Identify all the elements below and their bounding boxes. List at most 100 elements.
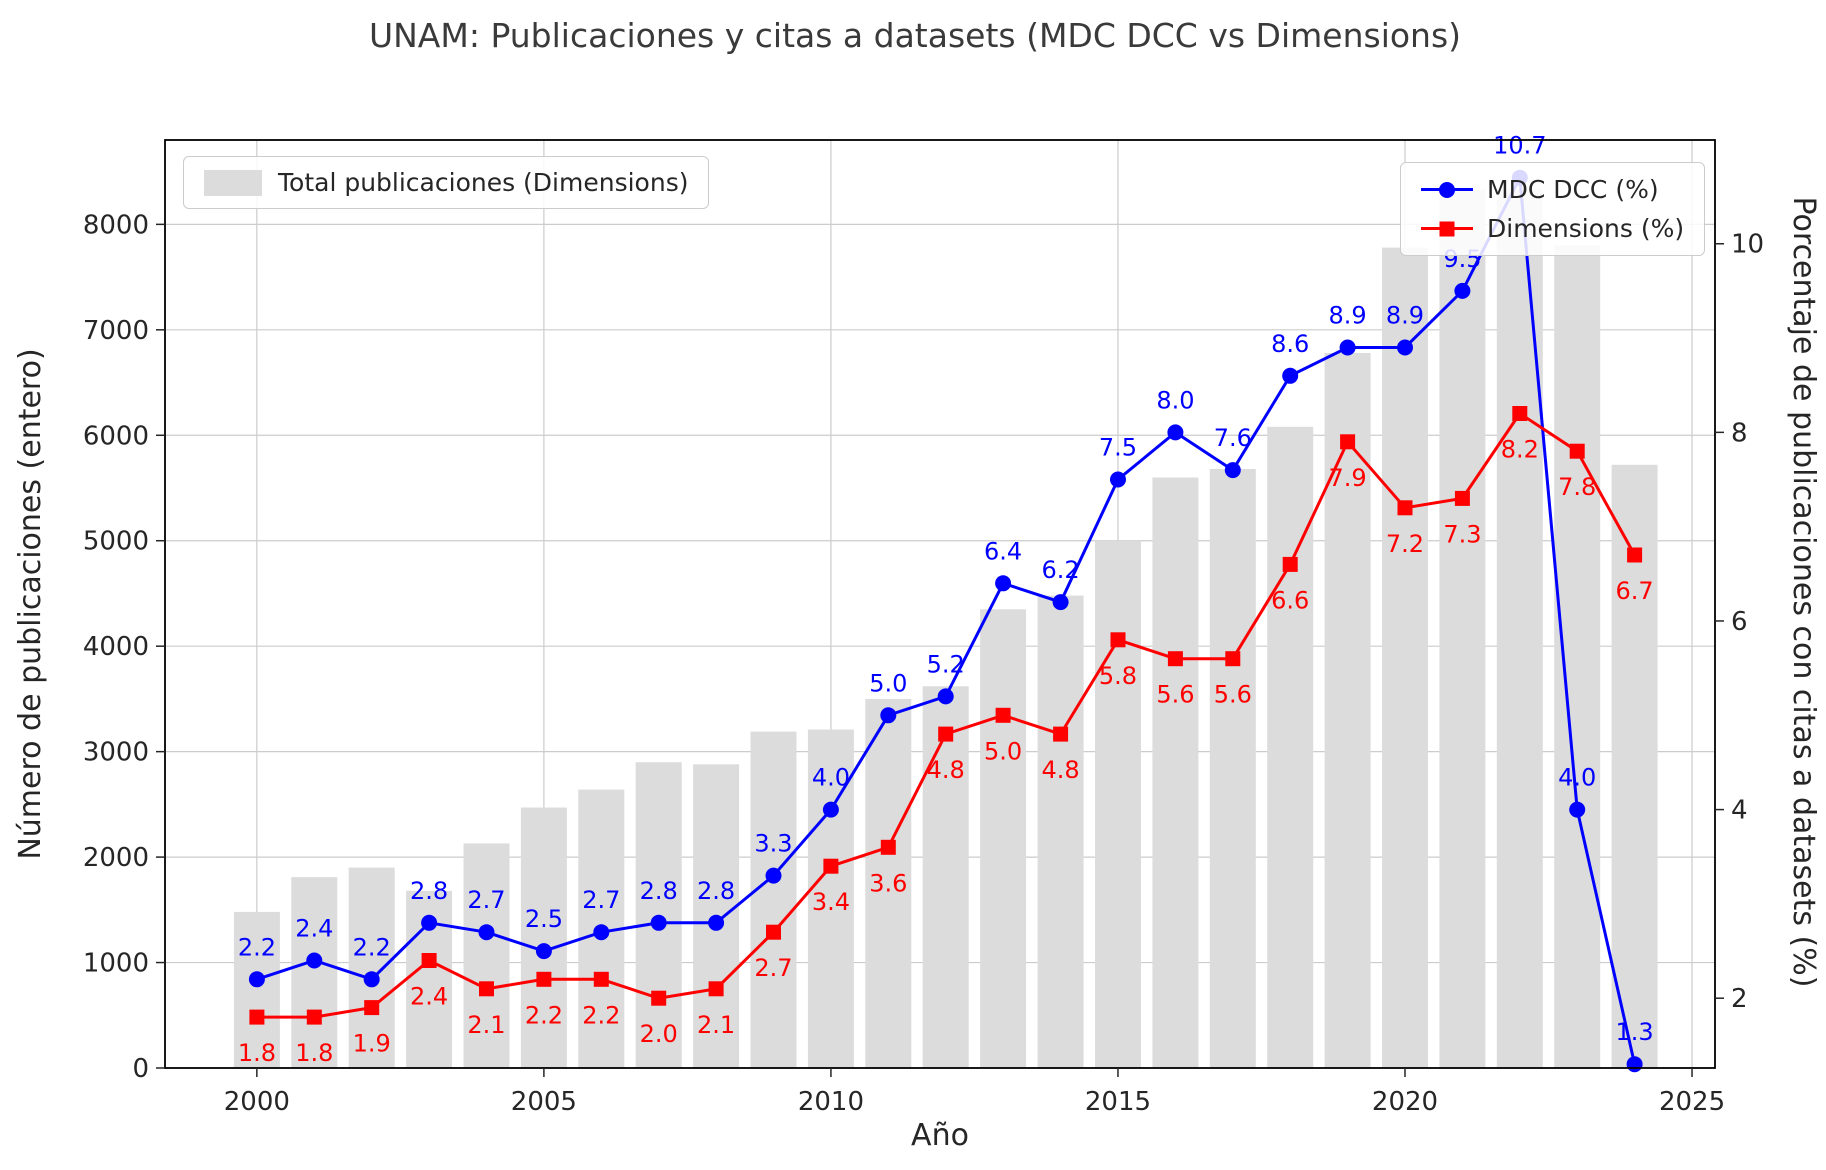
value-label-mdc-dcc-2007: 2.8 [640,877,678,905]
chart-title: UNAM: Publicaciones y citas a datasets (… [369,16,1461,55]
marker-mdc-dcc-2020 [1397,339,1413,356]
marker-dimensions-2013 [995,707,1011,723]
marker-dimensions-2006 [593,971,609,987]
x-tick-label-2010: 2010 [798,1087,864,1117]
marker-mdc-dcc-2011 [880,707,897,724]
marker-dimensions-2002 [364,1000,380,1016]
marker-dimensions-2022 [1512,406,1528,421]
marker-mdc-dcc-2003 [421,914,438,931]
plot-area: 2.2 2.4 2.2 2.8 2.7 2.5 2.7 2.8 2.8 3.3 4.0 5.0 5.2 6… [83,132,1764,1117]
x-axis-label: Año [911,1118,969,1153]
value-label-dimensions-2015: 5.8 [1099,662,1137,690]
value-label-dimensions-2016: 5.6 [1156,681,1194,709]
value-label-dimensions-2019: 7.9 [1329,464,1367,492]
series-mdc-dcc: 2.2 2.4 2.2 2.8 2.7 2.5 2.7 2.8 2.8 3.3 4.0 5.0 5.2 6… [238,132,1654,1073]
marker-mdc-dcc-2018 [1282,367,1299,384]
marker-mdc-dcc-2009 [765,867,782,884]
bar-2009 [750,731,797,1068]
value-label-mdc-dcc-2015: 7.5 [1099,434,1137,462]
marker-mdc-dcc-2014 [1052,594,1069,611]
marker-mdc-dcc-2000 [248,971,265,988]
y-left-tick-label-0: 0 [132,1054,149,1084]
marker-dimensions-2003 [421,953,437,968]
square-marker-icon [1439,221,1455,236]
y-right-tick-label-4: 4 [1731,796,1748,826]
x-tick-label-2005: 2005 [511,1087,577,1117]
marker-mdc-dcc-2016 [1167,424,1184,441]
value-label-dimensions-2009: 2.7 [754,954,792,982]
value-label-dimensions-2003: 2.4 [410,983,448,1011]
bar-2005 [520,807,567,1068]
value-label-mdc-dcc-2012: 5.2 [927,650,965,678]
marker-dimensions-2019 [1340,434,1356,450]
marker-dimensions-2018 [1282,556,1298,572]
value-label-mdc-dcc-2006: 2.7 [582,886,620,914]
marker-mdc-dcc-2021 [1454,282,1471,299]
marker-dimensions-2011 [880,839,896,855]
x-tick-label-2025: 2025 [1659,1087,1725,1117]
value-label-dimensions-2014: 4.8 [1042,756,1080,784]
y-left-tick-label-3000: 3000 [83,738,149,768]
value-label-dimensions-2008: 2.1 [697,1011,735,1039]
value-label-dimensions-2022: 8.2 [1501,436,1539,464]
legend-line-sample-dimensions [1421,221,1473,236]
x-tick-label-2015: 2015 [1085,1087,1151,1117]
bar-2013 [980,609,1027,1068]
marker-dimensions-2014 [1053,726,1069,742]
bar-2016 [1152,477,1199,1068]
value-label-dimensions-2023: 7.8 [1558,473,1596,501]
y-left-tick-label-5000: 5000 [83,527,149,557]
value-label-dimensions-2007: 2.0 [640,1020,678,1048]
value-label-dimensions-2006: 2.2 [582,1001,620,1029]
value-label-mdc-dcc-2016: 8.0 [1156,386,1194,414]
y-left-tick-label-6000: 6000 [83,421,149,451]
value-label-mdc-dcc-2018: 8.6 [1271,330,1309,358]
legend-total-publicaciones: Total publicaciones (Dimensions) [183,156,710,209]
marker-mdc-dcc-2017 [1224,462,1241,479]
plot-border [164,139,1716,1069]
marker-dimensions-2015 [1110,632,1126,648]
bar-2017 [1209,469,1256,1068]
value-label-dimensions-2021: 7.3 [1443,520,1481,548]
marker-dimensions-2007 [651,990,667,1006]
marker-mdc-dcc-2019 [1339,339,1356,356]
circle-marker-icon [1439,181,1455,198]
value-label-dimensions-2001: 1.8 [295,1039,333,1067]
value-label-mdc-dcc-2020: 8.9 [1386,302,1424,330]
marker-dimensions-2021 [1454,490,1470,506]
marker-mdc-dcc-2006 [593,924,610,941]
bar-2014 [1037,595,1084,1068]
legend-percent-series: MDC DCC (%) Dimensions (%) [1400,162,1706,256]
value-label-mdc-dcc-2022: 10.7 [1493,132,1546,160]
bar-2023 [1554,245,1601,1068]
value-label-mdc-dcc-2024: 1.3 [1616,1018,1654,1046]
value-label-dimensions-2010: 3.4 [812,888,850,916]
value-label-dimensions-2012: 4.8 [927,756,965,784]
value-label-mdc-dcc-2009: 3.3 [754,830,792,858]
value-label-dimensions-2011: 3.6 [869,869,907,897]
value-label-mdc-dcc-2014: 6.2 [1042,556,1080,584]
value-label-mdc-dcc-2002: 2.2 [353,933,391,961]
value-label-dimensions-2018: 6.6 [1271,586,1309,614]
marker-dimensions-2008 [708,981,724,997]
y-axis-label-right: Porcentaje de publicaciones con citas a … [1786,197,1821,988]
marker-dimensions-2012 [938,726,954,742]
marker-mdc-dcc-2013 [995,575,1012,592]
legend-row-mdc-dcc: MDC DCC (%) [1421,175,1684,204]
y-left-tick-label-7000: 7000 [83,316,149,346]
value-label-mdc-dcc-2003: 2.8 [410,877,448,905]
value-label-mdc-dcc-2005: 2.5 [525,905,563,933]
bar-2024 [1611,464,1658,1068]
marker-dimensions-2000 [249,1009,265,1025]
marker-dimensions-2024 [1627,547,1643,563]
value-label-mdc-dcc-2013: 6.4 [984,537,1022,565]
value-label-mdc-dcc-2010: 4.0 [812,764,850,792]
value-label-mdc-dcc-2004: 2.7 [467,886,505,914]
bars-total-publicaciones [233,189,1658,1069]
value-label-dimensions-2005: 2.2 [525,1001,563,1029]
marker-dimensions-2009 [766,924,781,940]
value-label-dimensions-2013: 5.0 [984,737,1022,765]
marker-mdc-dcc-2007 [650,914,667,931]
